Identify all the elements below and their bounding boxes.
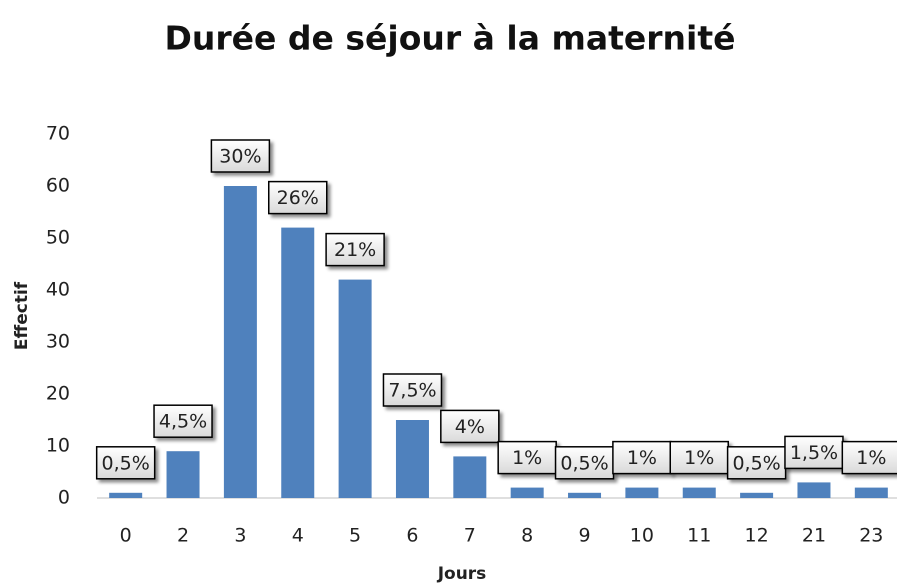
- x-tick-label: 12: [745, 525, 769, 547]
- bar: [625, 487, 659, 498]
- data-label: 1%: [627, 447, 657, 469]
- bar: [453, 456, 487, 498]
- data-label: 1,5%: [790, 442, 838, 464]
- bar: [740, 492, 774, 498]
- bar: [854, 487, 888, 498]
- x-tick-label: 4: [292, 525, 304, 547]
- bar: [797, 482, 831, 498]
- y-tick-label: 10: [46, 435, 70, 457]
- bar: [395, 420, 429, 498]
- bar: [510, 487, 544, 498]
- y-axis-title: Effectif: [12, 281, 32, 350]
- data-label: 1%: [512, 447, 542, 469]
- data-label-box: [669, 440, 729, 475]
- x-axis-title: Jours: [437, 564, 487, 584]
- data-label: 21%: [334, 239, 376, 261]
- data-label-box: [325, 232, 385, 267]
- data-label: 26%: [277, 187, 319, 209]
- x-tick-label: 21: [802, 525, 826, 547]
- x-tick-label: 23: [859, 525, 883, 547]
- bar: [338, 279, 372, 498]
- y-tick-label: 60: [46, 175, 70, 197]
- chart-title: Durée de séjour à la maternité: [164, 19, 735, 58]
- data-label-box: [153, 404, 213, 438]
- bar: [281, 227, 315, 498]
- data-label: 0,5%: [732, 452, 780, 474]
- data-label: 1%: [684, 447, 714, 469]
- y-tick-label: 50: [46, 227, 70, 249]
- bar: [109, 492, 143, 498]
- x-tick-label: 6: [406, 525, 418, 547]
- x-tick-label: 9: [578, 525, 590, 547]
- x-tick-label: 8: [521, 525, 533, 547]
- y-tick-label: 20: [46, 383, 70, 405]
- data-label-box: [612, 440, 672, 475]
- data-label-box: [841, 440, 897, 475]
- data-label: 7,5%: [388, 380, 436, 402]
- y-tick-label: 30: [46, 331, 70, 353]
- data-label-box: [268, 180, 328, 215]
- data-label-box: [210, 139, 271, 173]
- y-tick-label: 70: [46, 123, 70, 145]
- x-tick-label: 5: [349, 525, 361, 547]
- data-label: 30%: [219, 146, 261, 168]
- x-tick-label: 10: [630, 525, 654, 547]
- data-label: 1%: [856, 447, 886, 469]
- bar: [568, 492, 602, 498]
- x-tick-label: 3: [234, 525, 246, 547]
- data-label: 0,5%: [102, 452, 150, 474]
- x-tick-label: 0: [120, 525, 132, 547]
- data-label-box: [382, 373, 443, 407]
- data-label: 4,5%: [159, 411, 207, 433]
- data-label: 0,5%: [560, 452, 608, 474]
- data-label-box: [95, 446, 156, 480]
- bar: [223, 186, 257, 498]
- y-tick-label: 40: [46, 279, 70, 301]
- x-tick-label: 11: [687, 525, 711, 547]
- x-tick-label: 2: [177, 525, 189, 547]
- data-label-box: [554, 446, 615, 480]
- data-label-box: [784, 435, 844, 470]
- bar: [166, 451, 200, 498]
- y-tick-label: 0: [58, 487, 70, 509]
- bar: [682, 487, 716, 498]
- x-tick-label: 7: [464, 525, 476, 547]
- data-label-box: [440, 409, 500, 444]
- data-label: 4%: [455, 416, 485, 438]
